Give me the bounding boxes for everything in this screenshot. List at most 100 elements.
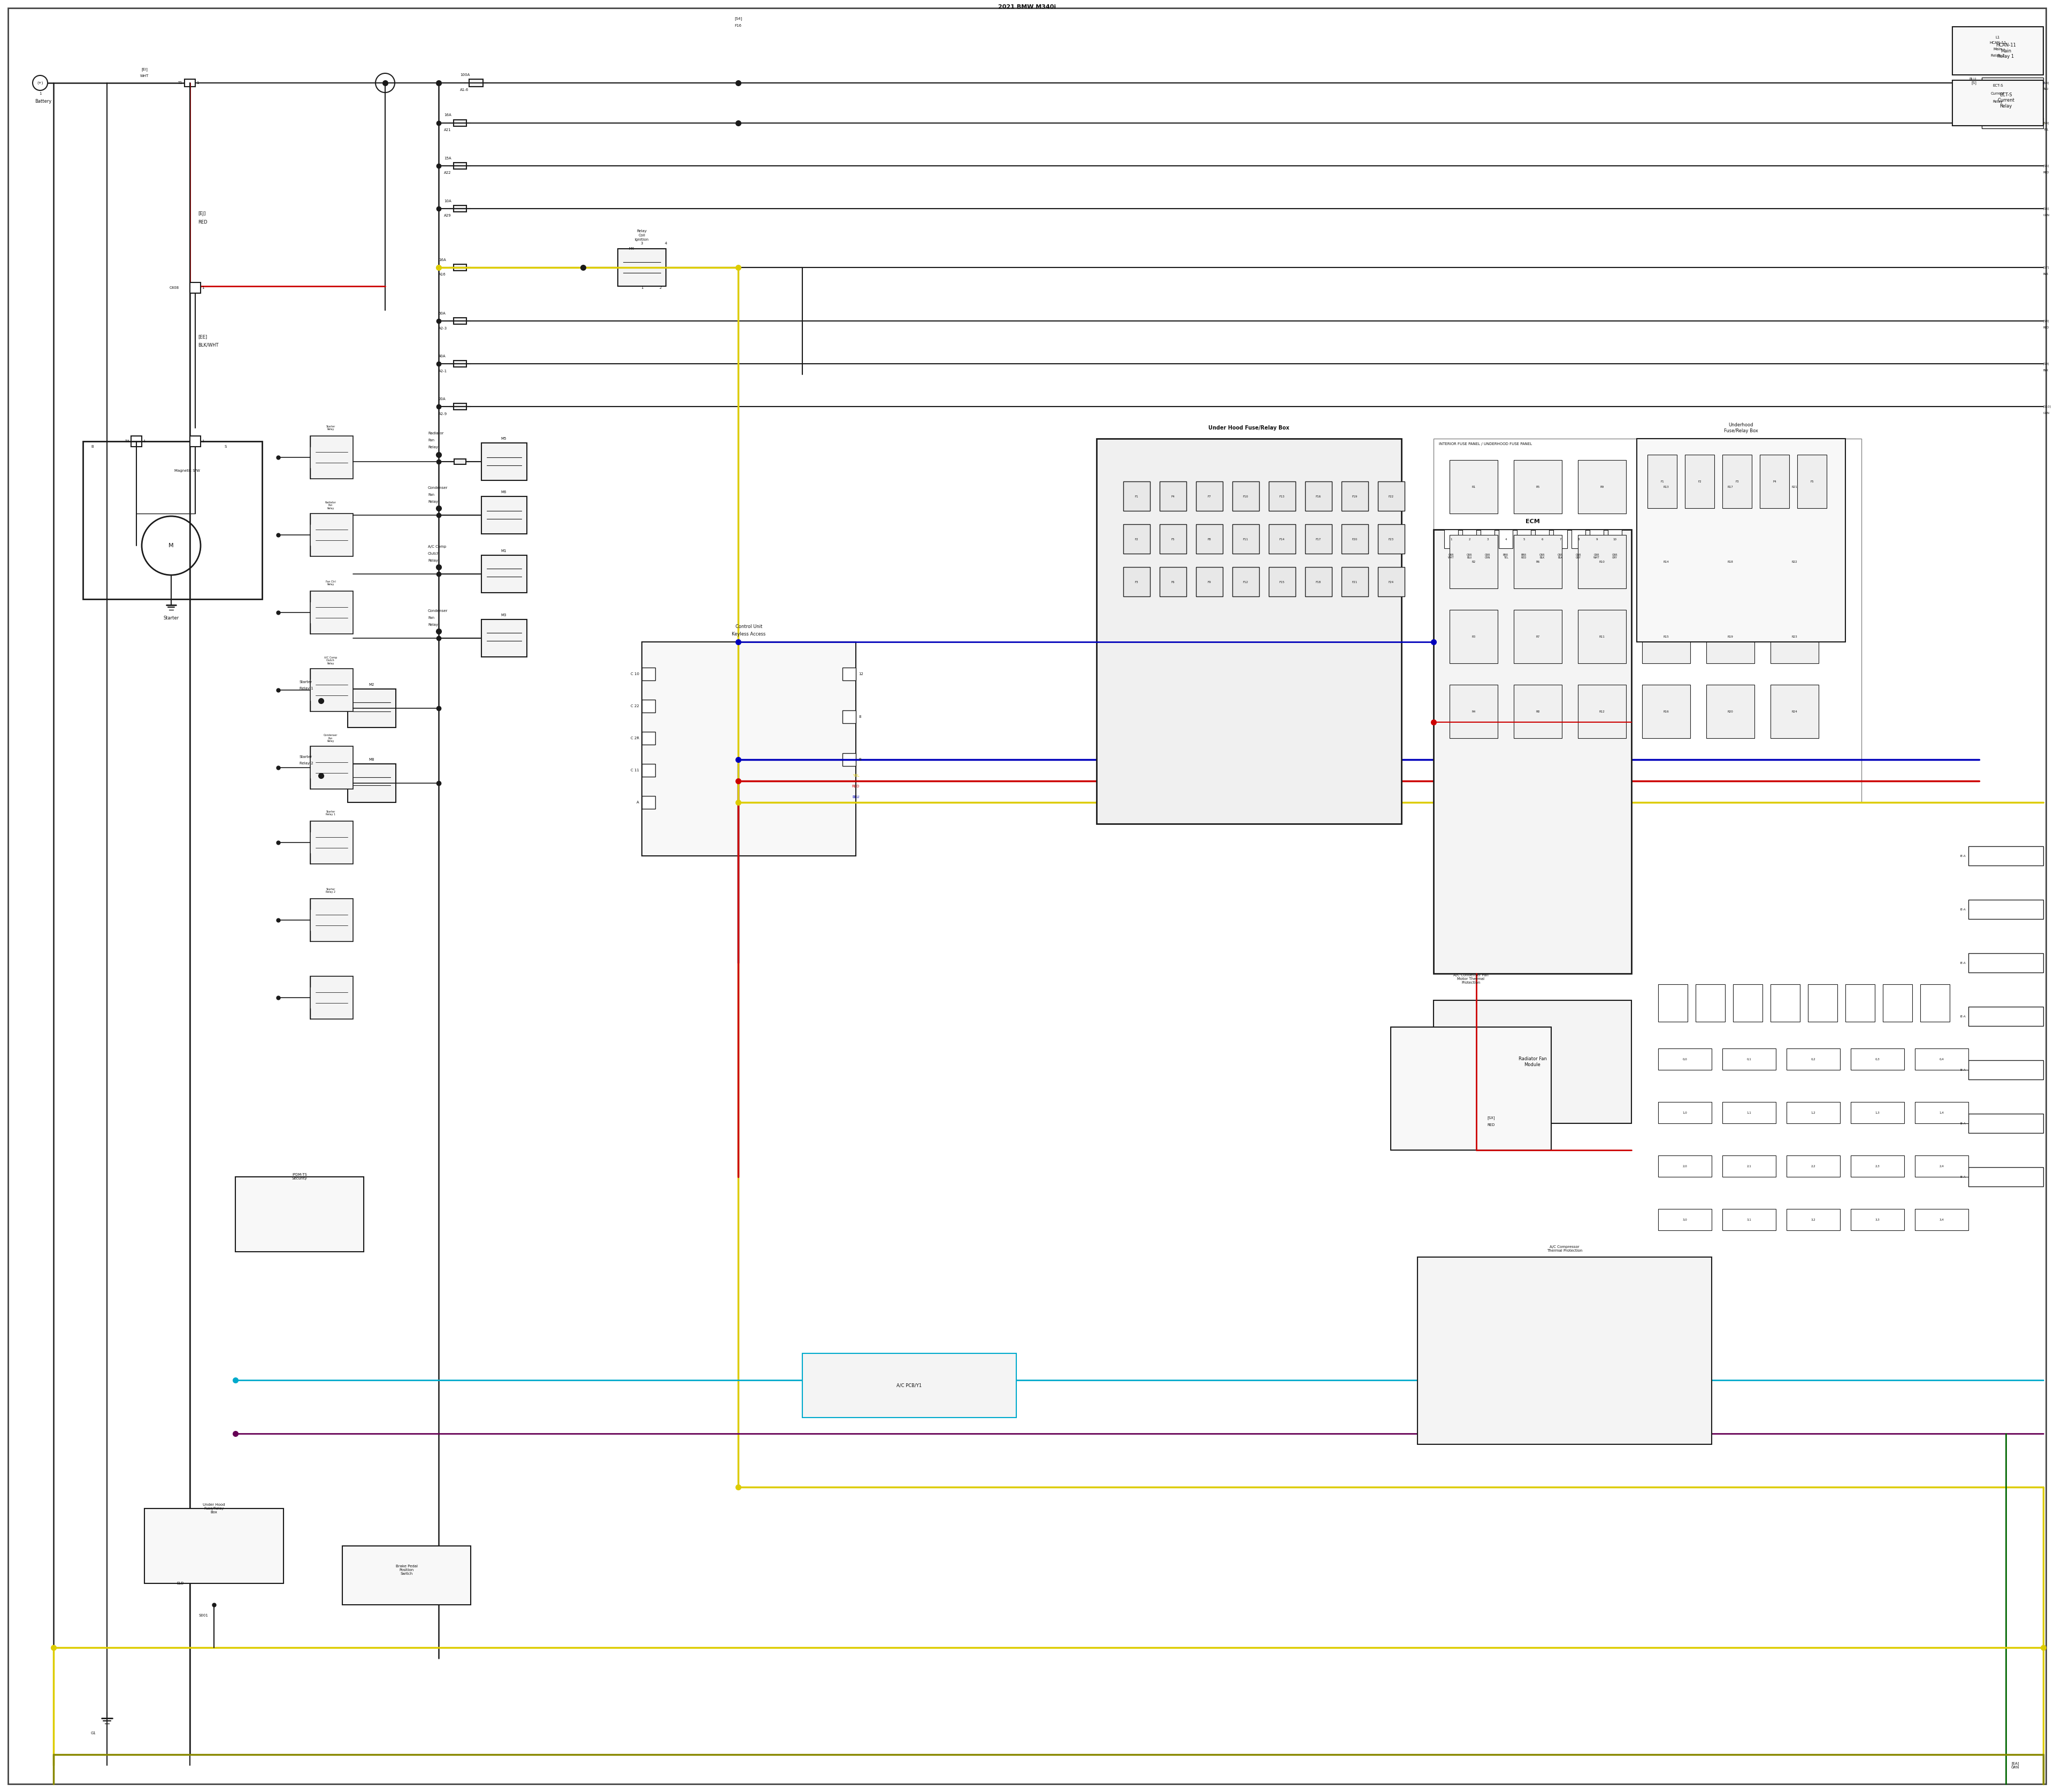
Text: 8: 8 [859,715,861,719]
Text: F20: F20 [1352,538,1358,541]
Text: Relay 2: Relay 2 [300,762,314,765]
Bar [1514,685,1561,738]
Bar [1195,525,1222,554]
Bar [1514,461,1561,514]
Text: F3: F3 [1136,581,1138,584]
Text: [EI]: [EI] [142,68,148,72]
Bar [1608,530,1623,548]
Text: Clutch: Clutch [427,552,440,556]
Text: 0,2: 0,2 [1812,1057,1816,1061]
Bar [1590,530,1604,548]
Bar [1968,27,2044,75]
Text: 12: 12 [859,672,863,676]
Text: 2,3: 2,3 [1875,1165,1879,1167]
Text: [S4]: [S4] [2044,82,2050,84]
Bar [236,1177,364,1253]
Bar [481,443,528,480]
Bar [310,514,353,556]
Text: Fan: Fan [427,493,433,496]
Text: BLK: BLK [2044,272,2048,276]
Bar [1269,482,1296,511]
Text: F1: F1 [1136,495,1138,498]
Bar [1658,1102,1711,1124]
Text: 2,0: 2,0 [1682,1165,1686,1167]
Bar [347,763,396,803]
Bar [310,668,353,711]
Text: 1: 1 [144,439,146,443]
Text: R23: R23 [1791,634,1797,638]
Bar [1450,536,1497,588]
Text: 0,0: 0,0 [1682,1057,1686,1061]
Bar [1481,530,1495,548]
Text: F18: F18 [1317,581,1321,584]
Text: 3,2: 3,2 [1812,1219,1816,1220]
Text: ORR
BLK: ORR BLK [1557,554,1563,559]
Text: 3,3: 3,3 [1875,1219,1879,1220]
Text: BLK: BLK [2044,369,2048,371]
Bar [1514,536,1561,588]
Bar [1195,482,1222,511]
Bar [842,668,857,681]
Text: Relay: Relay [637,229,647,233]
Text: 2,2: 2,2 [1812,1165,1816,1167]
Bar [1124,525,1150,554]
Text: R1: R1 [1473,486,1475,487]
Bar [1771,984,1799,1021]
Text: IE-A: IE-A [1960,962,1966,964]
Text: 3: 3 [641,242,643,246]
Bar [1914,1210,1968,1231]
Text: R19: R19 [1727,634,1734,638]
Text: BRR
RED: BRR RED [1522,554,1526,559]
Text: F21: F21 [1352,581,1358,584]
Bar [1641,609,1690,663]
Bar [1707,536,1754,588]
Text: F9: F9 [1208,581,1212,584]
Text: YEL: YEL [852,774,859,778]
Text: F1: F1 [1662,480,1664,482]
Bar [1434,439,1861,803]
Text: Under Hood Fuse/Relay Box: Under Hood Fuse/Relay Box [1208,425,1290,430]
Text: B: B [90,444,94,448]
Text: Battery: Battery [35,99,51,104]
Bar [82,441,263,599]
Bar [842,753,857,765]
Bar [1434,530,1631,973]
Text: ORR
GRY: ORR GRY [1575,554,1582,559]
Bar [1787,1156,1840,1177]
Bar [1647,455,1676,509]
Text: [S10]: [S10] [2044,405,2052,409]
Text: 2021 BMW M340i: 2021 BMW M340i [998,4,1056,9]
Text: [S8]: [S8] [2044,319,2050,323]
Text: Ignition: Ignition [635,238,649,242]
Text: Starter: Starter [164,615,179,620]
Text: RED: RED [1487,1124,1495,1127]
Bar [1658,1210,1711,1231]
Text: F2: F2 [1699,480,1701,482]
Text: M6: M6 [501,491,507,495]
Text: ECT-S
Current
Relay: ECT-S Current Relay [1996,93,2015,109]
Bar [1518,530,1530,548]
Bar [131,435,142,446]
Bar [454,459,466,464]
Text: A/C Comp
Clutch
Relay: A/C Comp Clutch Relay [325,656,337,665]
Text: IE-A: IE-A [1960,909,1966,910]
Text: [S]: [S] [1972,81,1976,84]
Bar [1968,953,2044,973]
Bar [1378,566,1405,597]
Bar [1771,685,1818,738]
Bar [1914,1156,1968,1177]
Bar [1771,609,1818,663]
Bar [1124,482,1150,511]
Bar [1968,1113,2044,1133]
Text: 0,1: 0,1 [1746,1057,1752,1061]
Bar [1968,1007,2044,1027]
Text: R6: R6 [1536,561,1540,563]
Text: 1,4: 1,4 [1939,1111,1943,1115]
Text: R2: R2 [1473,561,1475,563]
Text: Relay: Relay [427,559,438,563]
Bar [1304,566,1331,597]
Text: F19: F19 [1352,495,1358,498]
Bar [481,556,528,593]
Text: F10: F10 [1243,495,1249,498]
Text: Starter
Relay 1: Starter Relay 1 [327,810,335,815]
